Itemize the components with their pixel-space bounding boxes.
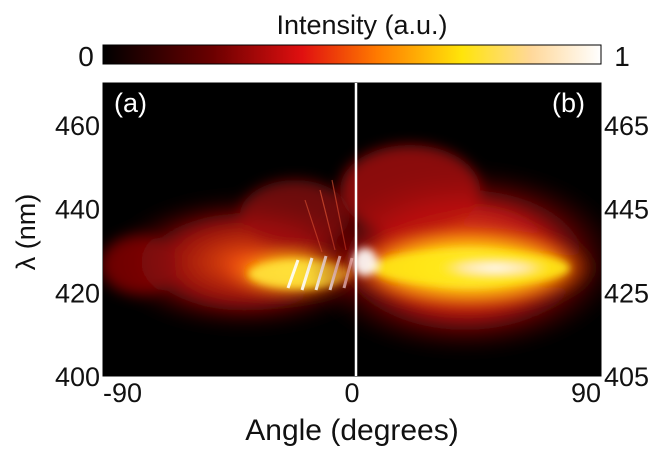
y-left-tick-label: 400: [55, 362, 100, 392]
y-axis-title: λ (nm): [11, 194, 41, 271]
x-axis-title: Angle (degrees): [245, 414, 458, 447]
x-tick-label: -90: [103, 378, 142, 408]
y-axis-right-ticks: 405 425 445 465: [604, 111, 649, 392]
x-tick-label: 0: [344, 378, 359, 408]
y-right-tick-label: 425: [604, 278, 649, 308]
x-tick-label: 90: [571, 378, 601, 408]
y-right-tick-label: 465: [604, 111, 649, 141]
y-left-tick-label: 440: [55, 195, 100, 225]
colorbar-title: Intensity (a.u.): [276, 10, 447, 40]
colorbar-max-label: 1: [614, 41, 630, 72]
panel-a-label: (a): [114, 88, 147, 118]
y-left-tick-label: 460: [55, 111, 100, 141]
colorbar-min-label: 0: [78, 41, 94, 72]
panel-b-label: (b): [552, 88, 585, 118]
x-axis-ticks: -90 0 90: [103, 378, 601, 408]
colorbar: [103, 45, 601, 64]
y-axis-left-ticks: 400 420 440 460: [55, 111, 100, 392]
y-left-tick-label: 420: [55, 278, 100, 308]
y-right-tick-label: 405: [604, 362, 649, 392]
y-right-tick-label: 445: [604, 195, 649, 225]
